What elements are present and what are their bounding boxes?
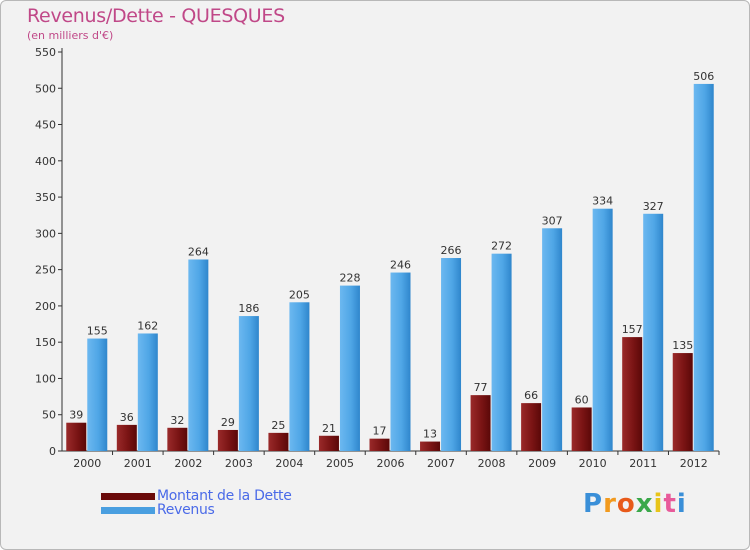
y-tick-label: 250 <box>35 264 56 277</box>
y-tick-label: 550 <box>35 46 56 59</box>
legend-item-dette: Montant de la Dette <box>101 488 292 504</box>
logo-letter: t <box>663 489 677 519</box>
y-tick-label: 200 <box>35 300 56 313</box>
data-label-dette: 17 <box>373 425 387 438</box>
legend-swatch-revenus <box>101 506 155 514</box>
x-tick-label: 2012 <box>680 457 708 470</box>
data-label-dette: 36 <box>120 411 134 424</box>
y-tick-label: 150 <box>35 336 56 349</box>
x-tick-label: 2004 <box>275 457 303 470</box>
bar-revenus <box>592 208 613 451</box>
x-tick-label: 2009 <box>528 457 556 470</box>
bar-revenus <box>542 228 563 451</box>
data-label-revenus: 246 <box>390 259 411 272</box>
y-tick-label: 0 <box>49 445 56 458</box>
y-tick-label: 450 <box>35 119 56 132</box>
data-label-dette: 29 <box>221 416 235 429</box>
legend-item-revenus: Revenus <box>101 502 215 518</box>
bar-dette <box>369 438 390 451</box>
data-label-dette: 66 <box>524 389 538 402</box>
bar-revenus <box>491 253 512 451</box>
bar-revenus <box>643 213 664 451</box>
bar-revenus <box>390 272 411 451</box>
data-label-revenus: 162 <box>137 319 158 332</box>
x-tick-label: 2002 <box>174 457 202 470</box>
data-label-dette: 21 <box>322 422 336 435</box>
data-label-revenus: 272 <box>491 240 512 253</box>
bar-dette <box>420 441 441 451</box>
data-label-revenus: 205 <box>289 288 310 301</box>
bar-dette <box>470 395 491 451</box>
bar-revenus <box>693 83 714 452</box>
chart-title: Revenus/Dette - QUESQUES <box>27 5 285 27</box>
data-label-revenus: 327 <box>643 200 664 213</box>
data-label-revenus: 155 <box>87 325 108 338</box>
legend-label-revenus: Revenus <box>157 502 215 518</box>
y-tick-label: 350 <box>35 191 56 204</box>
chart-data-labels: 39 36 32 29 25 21 17 13 77 66 60 157 135 155 162 264 186… <box>69 70 714 441</box>
data-label-revenus: 334 <box>592 195 613 208</box>
bar-revenus <box>87 338 108 451</box>
y-tick-label: 500 <box>35 82 56 95</box>
data-label-dette: 39 <box>69 409 83 422</box>
data-label-dette: 25 <box>271 419 285 432</box>
x-tick-label: 2001 <box>124 457 152 470</box>
data-label-dette: 157 <box>622 323 643 336</box>
bar-dette <box>66 422 87 451</box>
bar-dette <box>268 432 289 451</box>
data-label-dette: 32 <box>170 414 184 427</box>
x-tick-label: 2000 <box>73 457 101 470</box>
data-label-revenus: 307 <box>542 214 563 227</box>
logo-letter: i <box>653 489 664 519</box>
logo-letter: x <box>635 489 654 519</box>
data-label-revenus: 228 <box>339 272 360 285</box>
y-tick-label: 400 <box>35 155 56 168</box>
bar-dette <box>571 407 592 451</box>
data-label-dette: 60 <box>575 393 589 406</box>
data-label-dette: 77 <box>474 381 488 394</box>
data-label-revenus: 264 <box>188 245 209 258</box>
logo-letter: P <box>583 489 604 519</box>
x-tick-label: 2003 <box>225 457 253 470</box>
bar-dette <box>672 353 693 451</box>
bar-revenus <box>188 259 209 451</box>
x-tick-label: 2007 <box>427 457 455 470</box>
data-label-revenus: 506 <box>693 70 714 83</box>
legend-swatch-dette <box>101 492 155 500</box>
chart-subtitle: (en milliers d'€) <box>27 29 114 42</box>
bar-dette <box>116 424 137 451</box>
proxiti-logo: Proxiti <box>583 489 687 519</box>
bar-dette <box>622 337 643 451</box>
x-tick-label: 2005 <box>326 457 354 470</box>
y-tick-label: 50 <box>42 409 56 422</box>
data-label-dette: 13 <box>423 428 437 441</box>
data-label-dette: 135 <box>672 339 693 352</box>
legend-label-dette: Montant de la Dette <box>157 488 292 504</box>
bar-dette <box>318 435 339 451</box>
chart-bars <box>66 83 714 452</box>
logo-letter: i <box>676 489 687 519</box>
bar-dette <box>521 403 542 451</box>
logo-letter: r <box>603 489 617 519</box>
bar-revenus <box>289 302 310 451</box>
bar-dette <box>217 429 238 451</box>
y-tick-label: 100 <box>35 372 56 385</box>
x-tick-label: 2008 <box>478 457 506 470</box>
bar-revenus <box>137 333 158 451</box>
x-tick-label: 2011 <box>629 457 657 470</box>
logo-letter: o <box>616 489 636 519</box>
bar-revenus <box>238 316 259 451</box>
chart-axes: 0 50 100 150 200 250 300 350 400 450 500 550 2000 200… <box>35 46 720 470</box>
bar-revenus <box>441 258 462 451</box>
data-label-revenus: 266 <box>441 244 462 257</box>
bar-dette <box>167 427 188 451</box>
data-label-revenus: 186 <box>238 302 259 315</box>
bar-revenus <box>339 285 360 451</box>
x-tick-label: 2010 <box>579 457 607 470</box>
x-tick-label: 2006 <box>377 457 405 470</box>
y-tick-label: 300 <box>35 227 56 240</box>
